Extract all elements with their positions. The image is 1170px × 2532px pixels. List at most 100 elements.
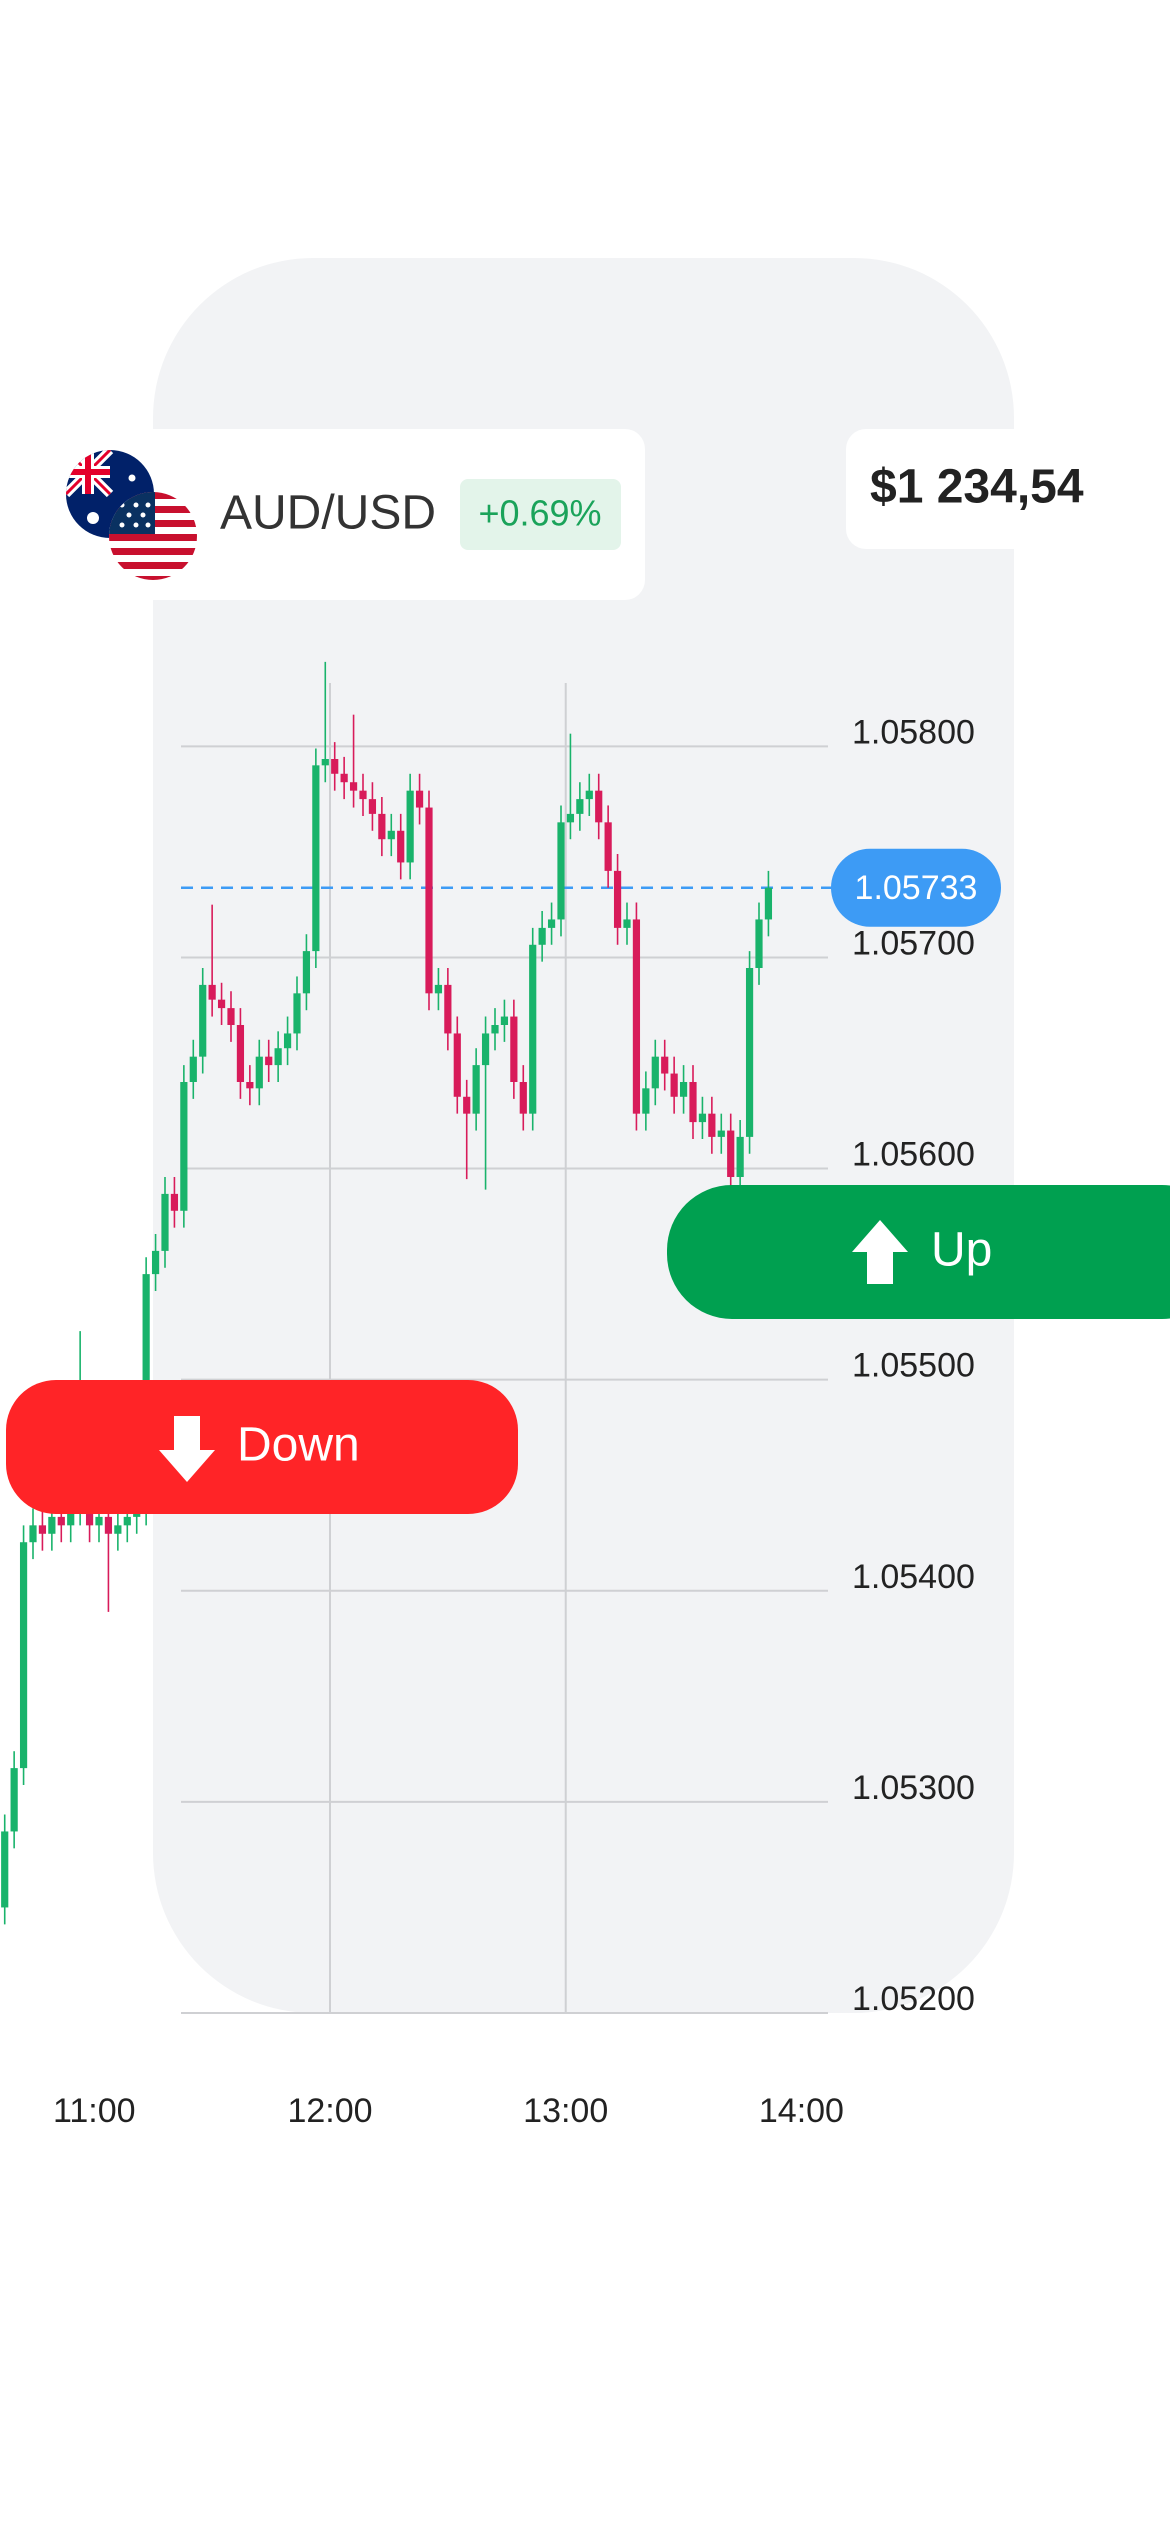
candle-body	[453, 1033, 461, 1097]
candle-body	[151, 1250, 160, 1275]
x-tick-label: 11:00	[53, 2092, 136, 2130]
candle-body	[547, 919, 556, 928]
candle-body	[604, 822, 612, 871]
candle-body	[632, 919, 641, 1114]
candle-body	[519, 1082, 527, 1114]
pair-card[interactable]	[65, 429, 645, 600]
candle-body	[463, 1096, 471, 1114]
change-badge	[460, 479, 621, 550]
x-tick-label: 13:00	[523, 2092, 608, 2130]
y-tick-label: 1.05700	[852, 924, 975, 962]
candle-body	[755, 919, 763, 968]
candle-body	[368, 799, 377, 814]
candle-body	[595, 790, 603, 823]
candle-body	[208, 984, 216, 1000]
chart-card	[153, 258, 1014, 2013]
y-tick-label: 1.05800	[852, 713, 975, 751]
last-price-label: 1.05733	[855, 869, 978, 907]
candle-body	[764, 887, 773, 920]
candle-body	[114, 1525, 122, 1534]
candle-body	[745, 968, 754, 1137]
candle-body	[698, 1113, 707, 1123]
candle-body	[331, 759, 339, 774]
candle-body	[679, 1082, 688, 1097]
candle-body	[161, 1193, 169, 1251]
candle-body	[104, 1516, 113, 1534]
up-arrow	[852, 1220, 908, 1284]
candle-body	[387, 830, 395, 840]
candle-body	[180, 1082, 188, 1211]
candle-body	[397, 830, 405, 863]
y-tick-label: 1.05400	[852, 1558, 975, 1596]
candle-body	[651, 1056, 659, 1089]
candle-body	[623, 919, 631, 928]
candle-body	[189, 1056, 197, 1082]
candle-body	[57, 1516, 65, 1526]
candle-body	[708, 1113, 716, 1137]
up-label[interactable]: Up	[931, 1224, 992, 1277]
candle-body	[95, 1516, 103, 1526]
down-label[interactable]: Down	[237, 1419, 360, 1472]
candle-body	[10, 1768, 18, 1832]
candle-body	[312, 765, 320, 952]
candle-body	[170, 1193, 179, 1211]
candle-body	[265, 1056, 273, 1066]
candle-body	[246, 1082, 254, 1089]
candle-body	[415, 790, 424, 808]
candle-body	[727, 1130, 735, 1177]
last-price-pill	[831, 848, 1001, 927]
balance-card	[846, 429, 1146, 549]
candle-body	[510, 1016, 518, 1082]
candle-body	[293, 993, 301, 1034]
candle-body	[642, 1088, 650, 1114]
y-tick-label: 1.05500	[852, 1347, 975, 1385]
candle-body	[670, 1073, 678, 1097]
x-tick-label: 12:00	[287, 2092, 372, 2130]
candle-body	[585, 790, 593, 800]
candle-body	[217, 999, 226, 1009]
flag-us	[109, 492, 197, 580]
down-button[interactable]: Down	[6, 1380, 518, 1514]
candle-body	[481, 1033, 490, 1066]
candle-body	[434, 984, 443, 994]
y-tick-label: 1.05600	[852, 1136, 975, 1174]
candle-body	[613, 870, 622, 928]
up-button[interactable]: Up	[667, 1185, 1170, 1319]
candle-body	[661, 1056, 669, 1074]
candle-body	[48, 1516, 56, 1534]
candle-body	[19, 1542, 28, 1769]
candle-body	[529, 944, 537, 1114]
y-tick-label: 1.05300	[852, 1769, 975, 1807]
candle-body	[236, 1025, 245, 1082]
candle-body	[538, 927, 546, 945]
candle-body	[359, 790, 367, 800]
candle-body	[199, 984, 207, 1057]
candle-body	[349, 782, 358, 791]
balance-value: $1 234,54	[870, 461, 1084, 514]
candle-body	[444, 984, 452, 1034]
candle-body	[689, 1082, 697, 1123]
candle-body	[576, 799, 584, 814]
candle-body	[302, 951, 311, 994]
grid-layer	[181, 683, 835, 2014]
candle-body	[557, 822, 565, 920]
down-arrow	[159, 1416, 215, 1482]
candle-body	[29, 1525, 37, 1543]
pair-name: AUD/USD	[220, 487, 436, 540]
candle-body	[321, 759, 329, 766]
candle-body	[1, 1831, 9, 1908]
candle-body	[472, 1065, 480, 1114]
candle-body	[717, 1130, 725, 1137]
y-tick-label: 1.05200	[852, 1980, 975, 2018]
up-button-bg[interactable]	[667, 1185, 1170, 1319]
price-layer: 1.05800 1.05700 1.05600 1.05500 1.05400 1.053…	[53, 713, 1001, 2130]
candle-body	[566, 813, 575, 823]
candle-body	[283, 1033, 292, 1049]
down-button-bg[interactable]	[6, 1380, 518, 1514]
candle-body	[227, 1008, 235, 1025]
candle-body	[67, 1508, 75, 1526]
candle-body	[425, 807, 433, 994]
candle-body	[340, 773, 348, 783]
